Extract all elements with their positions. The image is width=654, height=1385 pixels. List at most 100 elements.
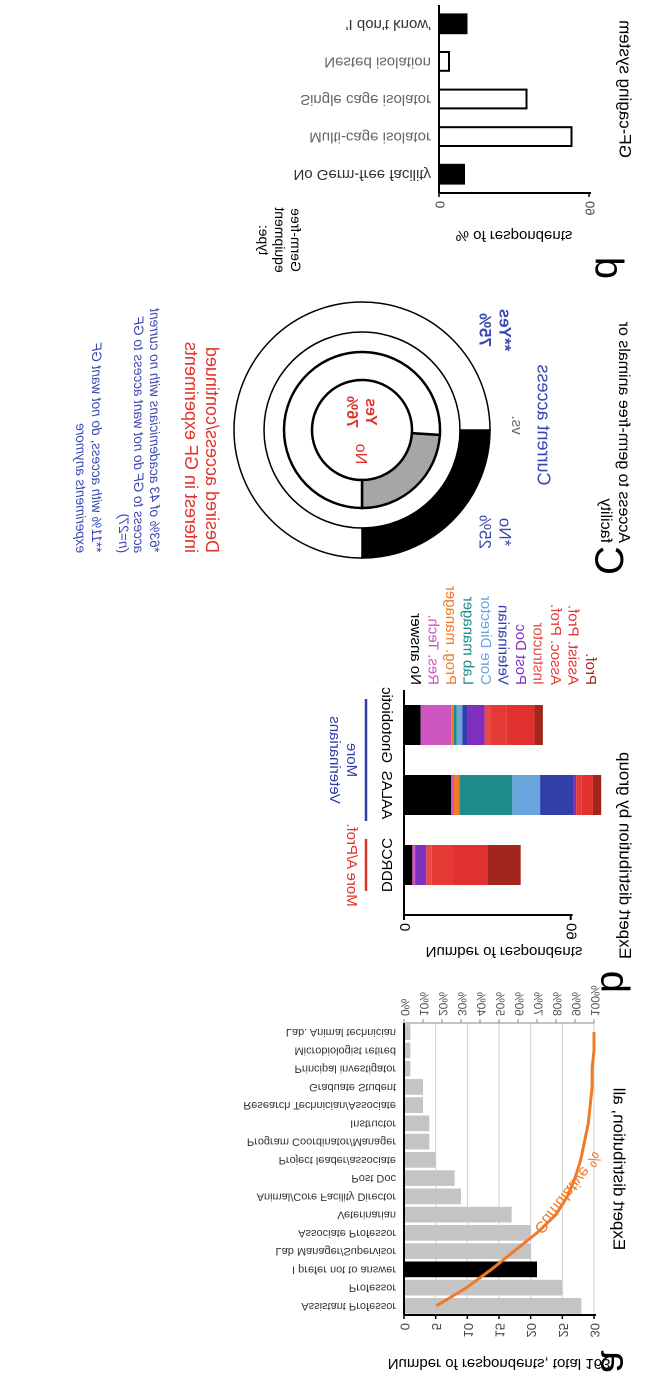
ring-value-label: 76% (343, 396, 360, 428)
bar-segment (431, 845, 454, 885)
bar-segment (467, 705, 485, 745)
ring-value-label: 75% (476, 313, 495, 347)
y2-tick-label: 40% (474, 992, 488, 1016)
legend-label: Post Doc (512, 624, 529, 685)
x-tick-label: Associate Professor (298, 1227, 396, 1239)
bar (403, 1133, 430, 1150)
x-tick-label: Animal/Core Facility Director (257, 1190, 397, 1202)
ring-category: *No (496, 518, 515, 546)
bar-segment (462, 705, 468, 745)
bar-segment (581, 775, 593, 815)
ring-name: Current access (533, 364, 553, 485)
y2-tick-label: 100% (588, 985, 602, 1016)
bar-segment (592, 775, 602, 815)
donut-segment (282, 350, 442, 510)
legend-label: No answer (407, 613, 424, 685)
panel-title: Access to germ-free animals or facility (596, 321, 632, 543)
y2-tick-label: 30% (455, 992, 469, 1016)
bar (404, 1170, 455, 1186)
x-tick-label: Gnotobiotic (378, 687, 395, 763)
panel-title: Expert distribution by group (616, 752, 635, 959)
bar-segment (534, 705, 543, 745)
x-tick-label: Program Coordinator/Manager (247, 1136, 397, 1148)
footnote: *63% of 43 academicians with no current … (115, 308, 162, 553)
x-tick-label: Instructor (350, 1117, 396, 1129)
y-tick-label: 0 (433, 201, 448, 208)
bar (403, 1042, 411, 1059)
bar (438, 126, 573, 147)
bar-segment (453, 845, 488, 885)
y-tick-label: 15 (493, 1323, 508, 1337)
y2-tick-label: 10% (417, 992, 431, 1016)
x-tick-label: Lab. Animal technician (286, 1026, 396, 1038)
x-tick-label: Single cage isolator (300, 91, 431, 108)
x-tick-label: DDRCC (378, 838, 395, 892)
cumulative-line (435, 1032, 596, 1308)
legend-label: Core Director (477, 596, 494, 685)
ring-value-label: 25% (476, 515, 495, 549)
x-tick-label: Lab Manager/Supervisor (276, 1245, 397, 1257)
ring-category: Yes (362, 398, 379, 426)
x-tick-label: Assistant Professor (301, 1300, 396, 1312)
x-tick-label: Graduate Student (309, 1081, 396, 1093)
legend-label: Prog. manager (442, 586, 459, 685)
bar (438, 13, 468, 35)
panel-letter: C (586, 546, 630, 575)
bar (404, 1225, 531, 1241)
y-tick-label: 0 (396, 923, 413, 931)
y2-tick-label: 80% (550, 992, 564, 1016)
bar-segment (426, 845, 432, 885)
bar (404, 1298, 582, 1314)
y-tick-label: 60 (583, 201, 598, 215)
ring-category: **Yes (496, 309, 515, 352)
y-tick-label: 30 (588, 1323, 603, 1337)
x-tick-label: Nested isolation (324, 53, 431, 70)
x-tick-label: No Germ-free facility (293, 166, 431, 183)
bar-segment (459, 775, 513, 815)
x-tick-label: Principal investigator (295, 1063, 397, 1075)
bar (403, 1115, 430, 1132)
legend-label: Assist. Prof. (565, 605, 582, 685)
donut-segment (360, 431, 442, 510)
bar-segment (415, 845, 427, 885)
bar-segment (506, 705, 535, 745)
bar (438, 88, 528, 110)
bar (404, 1097, 423, 1113)
y2-tick-label: 90% (569, 992, 583, 1016)
bar-segment (451, 775, 454, 815)
y-axis-label: Number of respondents, total 163 (388, 1355, 611, 1372)
bar-segment (451, 705, 454, 745)
y2-tick-label: 20% (436, 992, 450, 1016)
legend-label: Instructor (530, 622, 547, 685)
bar (438, 51, 450, 72)
x-tick-label: Veterinarian (337, 1209, 396, 1221)
x-tick-label: Professor (349, 1282, 396, 1294)
annotation: More Veterinarians (325, 716, 360, 804)
panel-letter: b (592, 971, 636, 993)
panel-letter: a (592, 1350, 636, 1373)
bar-segment (404, 705, 421, 745)
y-tick-label: 60 (563, 923, 580, 940)
y-axis-label: Number of respondents (426, 943, 583, 960)
y-tick-label: 20 (524, 1323, 539, 1337)
y2-tick-label: 60% (512, 992, 526, 1016)
bar-segment (490, 705, 507, 745)
y-tick-label: 10 (461, 1323, 476, 1337)
bar-segment (420, 705, 452, 745)
y-axis-label: % of respondents (456, 227, 573, 244)
x-tick-label: AALAS (378, 771, 395, 819)
y-tick-label: 25 (556, 1323, 571, 1337)
donut-segment (233, 301, 491, 559)
bar-segment (576, 775, 582, 815)
bar-segment (454, 775, 460, 815)
x-tick-label: Microbiologist retired (295, 1044, 396, 1056)
bar (404, 1243, 531, 1259)
y-tick-label: 0 (398, 1323, 413, 1330)
separator: vs. (508, 415, 525, 434)
bar (404, 1188, 461, 1205)
panel-letter: d (586, 257, 630, 279)
bar (404, 1152, 436, 1168)
bar (438, 163, 465, 185)
